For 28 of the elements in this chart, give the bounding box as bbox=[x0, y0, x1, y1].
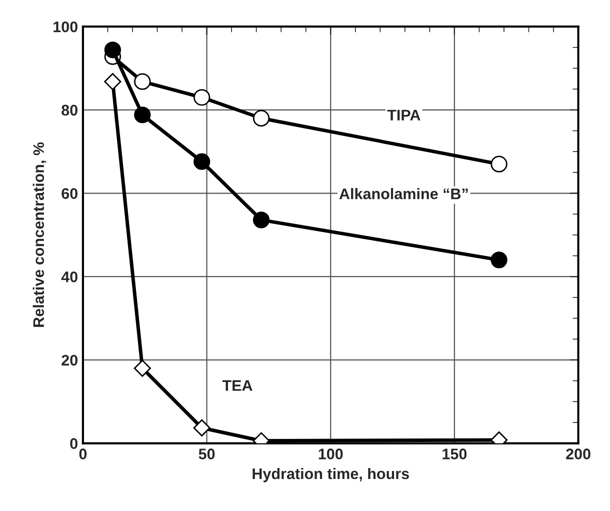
point bbox=[104, 42, 122, 58]
point bbox=[252, 212, 270, 228]
point bbox=[193, 419, 210, 436]
y-tick-label: 40 bbox=[61, 271, 78, 282]
y-tick-label: 80 bbox=[62, 104, 78, 116]
y-axis-title: Relative concentration, % bbox=[32, 142, 46, 327]
text: Alkanolamine “B” bbox=[339, 188, 468, 200]
point bbox=[490, 156, 508, 172]
x-tick-label: 0 bbox=[79, 448, 87, 460]
point bbox=[134, 73, 151, 90]
x-axis-title: Hydration time, hours bbox=[252, 468, 409, 482]
x-tick-label: 100 bbox=[318, 448, 343, 460]
y-tick-label: 20 bbox=[62, 354, 78, 366]
y-tick-label: 0 bbox=[70, 438, 78, 449]
y-tick-label: 60 bbox=[62, 188, 78, 199]
point bbox=[194, 89, 210, 106]
point bbox=[134, 106, 151, 124]
x-tick-label: 150 bbox=[442, 448, 467, 460]
point bbox=[252, 110, 270, 127]
series-label: TIPA bbox=[387, 110, 420, 120]
x-tick-label: 50 bbox=[198, 448, 215, 460]
point bbox=[490, 252, 508, 268]
point bbox=[134, 360, 151, 377]
point bbox=[194, 153, 210, 170]
x-tick-label: 200 bbox=[566, 448, 590, 460]
text: TEA bbox=[222, 380, 252, 391]
y-tick-label: 100 bbox=[54, 21, 78, 32]
point bbox=[104, 73, 122, 90]
